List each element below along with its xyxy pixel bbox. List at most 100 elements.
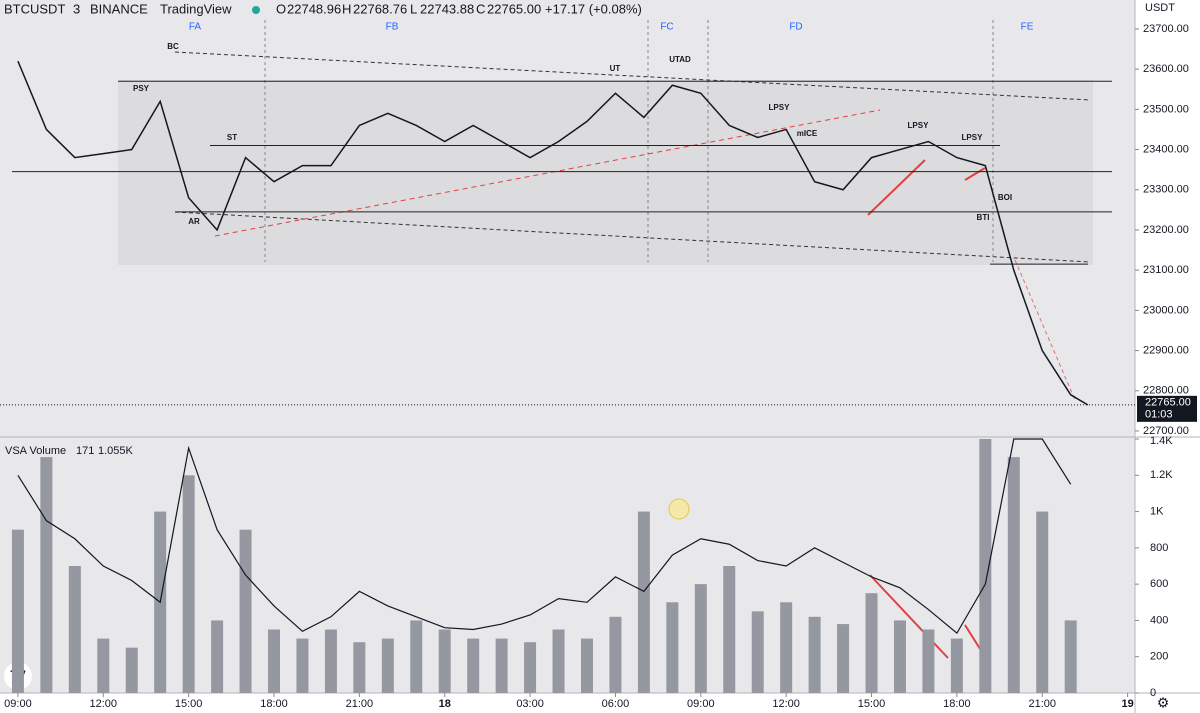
annotation: LPSY <box>962 133 984 142</box>
volume-bar <box>296 638 309 693</box>
price-tag-label: 22765.00 <box>1145 397 1191 409</box>
high-key: H <box>342 1 351 16</box>
annotation: BTI <box>977 213 990 222</box>
volume-bar <box>524 642 537 693</box>
header: BTCUSDT 3 BINANCE TradingView O 22748.96… <box>4 1 642 16</box>
y-tick-label: 600 <box>1150 578 1168 590</box>
volume-bar <box>780 602 793 693</box>
price-line <box>17 60 1089 406</box>
highlight-marker <box>668 498 690 520</box>
annotation: UTAD <box>669 55 691 64</box>
annotation: ST <box>227 133 237 142</box>
x-tick-label: 18:00 <box>943 698 971 710</box>
volume-bar <box>97 638 110 693</box>
x-tick-label: 18:00 <box>260 698 288 710</box>
volume-bar <box>268 629 281 693</box>
volume-bar <box>723 565 736 693</box>
y-tick-label: 23100.00 <box>1143 264 1189 276</box>
volume-bar <box>40 457 53 693</box>
settings-icon[interactable]: ⚙ <box>1157 695 1170 711</box>
volume-bar <box>410 620 423 693</box>
y-tick-label: 23700.00 <box>1143 23 1189 35</box>
volume-bar <box>1064 620 1077 693</box>
y-tick-label: 22900.00 <box>1143 344 1189 356</box>
phase-label: FD <box>789 22 802 33</box>
price-tag <box>1137 395 1197 422</box>
low: 22743.88 <box>420 1 474 16</box>
volume-last: 1.055K <box>98 445 134 457</box>
volume-bar <box>893 620 906 693</box>
y-tick-label: 0 <box>1150 687 1156 699</box>
volume-bar <box>125 647 138 693</box>
phase-dividers <box>264 20 994 262</box>
volume-bar <box>211 620 224 693</box>
y-tick-label: 1.2K <box>1150 469 1173 481</box>
annotation: UT <box>610 64 621 73</box>
close-key: C <box>476 1 485 16</box>
y-tick-label: 23600.00 <box>1143 63 1189 75</box>
platform: TradingView <box>160 1 232 16</box>
x-tick-label: 18 <box>439 698 451 710</box>
volume-bar <box>751 611 764 693</box>
y-tick-label: 22800.00 <box>1143 385 1189 397</box>
volume-bar <box>324 629 337 693</box>
x-tick-label: 15:00 <box>175 698 203 710</box>
y-tick-label: 23300.00 <box>1143 184 1189 196</box>
x-tick-label: 06:00 <box>602 698 630 710</box>
open-key: O <box>276 1 286 16</box>
annotation: LPSY <box>769 103 791 112</box>
close: 22765.00 <box>487 1 541 16</box>
annotation: LPSY <box>908 121 930 130</box>
volume-bar <box>950 638 963 693</box>
range-box <box>118 80 1093 265</box>
volume-bar <box>552 629 565 693</box>
x-tick-label: 12:00 <box>772 698 800 710</box>
volume-bar <box>865 593 878 693</box>
annotation: BC <box>167 42 179 51</box>
volume-ma <box>17 438 1072 635</box>
volume-bar <box>808 616 821 693</box>
y-tick-label: 1K <box>1150 505 1164 517</box>
low-key: L <box>410 1 417 16</box>
annotation: mICE <box>797 129 818 138</box>
interval: 3 <box>73 1 80 16</box>
phase-label: FE <box>1021 22 1034 33</box>
x-tick-label: 03:00 <box>516 698 544 710</box>
y-tick-label: 23200.00 <box>1143 224 1189 236</box>
phase-label: FB <box>386 22 399 33</box>
annotation: AR <box>188 217 200 226</box>
y-tick-label: 23000.00 <box>1143 304 1189 316</box>
open: 22748.96 <box>287 1 341 16</box>
annotation: BOI <box>998 193 1012 202</box>
y-tick-label: 400 <box>1150 614 1168 626</box>
volume-bar <box>694 584 707 693</box>
countdown: 01:03 <box>1145 409 1173 421</box>
volume-bar <box>637 511 650 693</box>
y-tick-label: 800 <box>1150 542 1168 554</box>
y-tick-label: 23400.00 <box>1143 143 1189 155</box>
phase-label: FA <box>189 22 202 33</box>
volume-bar <box>922 629 935 693</box>
volume-bar <box>1007 457 1020 693</box>
y-tick-label: 200 <box>1150 651 1168 663</box>
symbol: BTCUSDT <box>4 1 65 16</box>
volume-bar <box>467 638 480 693</box>
currency[interactable]: USDT <box>1145 2 1175 14</box>
trend-lines <box>174 51 1091 659</box>
x-tick-label: 21:00 <box>346 698 374 710</box>
volume-title: VSA Volume <box>5 445 66 457</box>
volume-bar <box>609 616 622 693</box>
volume-bar <box>381 638 394 693</box>
x-tick-label: 09:00 <box>687 698 715 710</box>
annotation: PSY <box>133 84 150 93</box>
volume-bar <box>837 624 850 693</box>
x-tick-label: 15:00 <box>858 698 886 710</box>
volume-bar <box>1036 511 1049 693</box>
high: 22768.76 <box>353 1 407 16</box>
volume-bar <box>182 475 195 693</box>
volume-bar <box>666 602 679 693</box>
volume-bar <box>580 638 593 693</box>
volume-bar <box>495 638 508 693</box>
volume-bar <box>239 529 252 693</box>
volume-bar <box>979 438 992 693</box>
